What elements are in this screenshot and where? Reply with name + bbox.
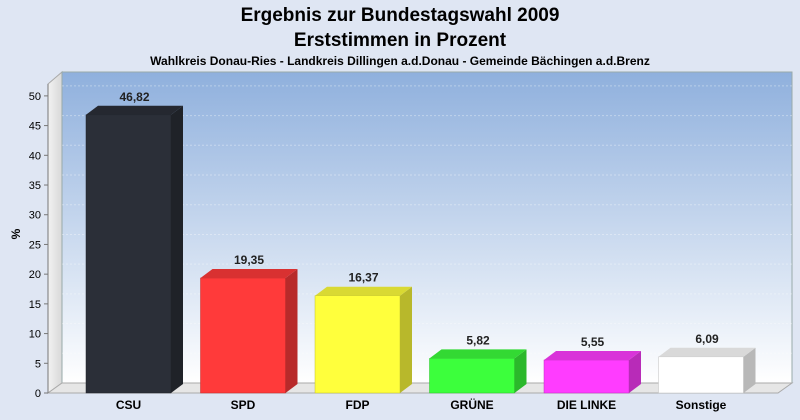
bar-front (200, 277, 286, 394)
x-tick-label: FDP (346, 398, 370, 412)
bar-value-label: 5,55 (581, 335, 605, 349)
y-tick-label: 5 (35, 358, 41, 370)
y-tick-label: 35 (29, 180, 41, 192)
y-tick-label: 25 (29, 239, 41, 251)
bar-sonstige: 6,09 (658, 332, 756, 394)
x-tick-label: GRÜNE (450, 397, 493, 412)
bar-front (543, 359, 630, 394)
y-tick-label: 20 (29, 269, 41, 281)
y-tick-label: 0 (35, 388, 41, 400)
chart-title: Ergebnis zur Bundestagswahl 2009 (241, 5, 560, 26)
plot-side-wall (47, 70, 63, 394)
bar-value-label: 6,09 (695, 332, 719, 346)
bar-top (658, 347, 756, 357)
x-axis: CSU SPD FDP GRÜNE DIE LINKE Sonstige (116, 397, 727, 412)
bar-top (86, 105, 183, 115)
bar-side (514, 349, 527, 393)
bar-side (400, 286, 412, 393)
y-tick-label: 30 (29, 210, 41, 222)
bar-spd: 19,35 (200, 253, 298, 394)
bar-side (171, 105, 183, 393)
bar-top (200, 269, 298, 279)
bars: 46,82 19,35 16,37 5,82 5,55 6,09 (85, 90, 756, 394)
y-tick-label: 45 (29, 121, 41, 133)
bar-front (314, 295, 401, 394)
x-tick-label: CSU (116, 398, 141, 412)
bar-value-label: 46,82 (119, 90, 149, 104)
bar-front (658, 356, 744, 394)
bar-gr-ne: 5,82 (429, 333, 527, 394)
x-tick-label: DIE LINKE (557, 398, 616, 412)
y-tick-label: 40 (29, 150, 41, 162)
y-axis: 0 5 10 15 20 25 30 35 40 45 50 (29, 84, 49, 400)
plot-area (61, 71, 793, 384)
bar-csu: 46,82 (85, 90, 183, 394)
bar-value-label: 16,37 (348, 271, 378, 285)
bar-top (544, 351, 641, 361)
bar-top (315, 286, 412, 296)
bar-side (285, 269, 298, 393)
y-tick-label: 50 (29, 91, 41, 103)
bar-value-label: 5,82 (466, 333, 490, 347)
grid-lines (62, 85, 792, 354)
bar-fdp: 16,37 (314, 271, 412, 394)
y-axis-label: % (9, 228, 23, 239)
chart-title-line2: Erststimmen in Prozent (294, 30, 507, 51)
bar-top (429, 349, 527, 359)
bar-die-linke: 5,55 (543, 335, 641, 394)
y-tick-label: 15 (29, 299, 41, 311)
bar-side (629, 351, 641, 393)
bar-front (85, 114, 172, 394)
bar-front (429, 358, 515, 394)
chart-subtitle: Wahlkreis Donau-Ries - Landkreis Dilling… (150, 54, 650, 68)
bar-value-label: 19,35 (234, 253, 264, 267)
x-tick-label: SPD (231, 398, 256, 412)
y-tick-label: 10 (29, 329, 41, 341)
bar-side (743, 347, 756, 393)
x-tick-label: Sonstige (676, 398, 727, 412)
